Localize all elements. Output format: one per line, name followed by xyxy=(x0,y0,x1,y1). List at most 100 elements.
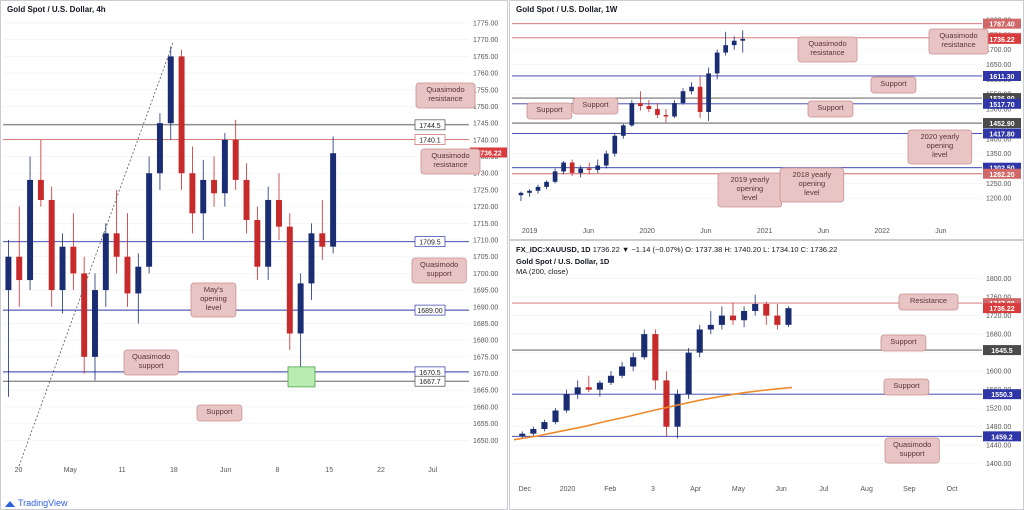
callout-1w-qm-res-1-text: resistance xyxy=(941,40,975,49)
callout-2020-opening xyxy=(907,129,973,165)
callout-support-text: Support xyxy=(206,407,233,416)
candle-body xyxy=(655,109,660,115)
candle-body xyxy=(740,38,746,41)
candle-body xyxy=(221,139,228,194)
last-price-label: 1736.22 xyxy=(989,37,1014,44)
tradingview-brand[interactable]: TradingView xyxy=(5,498,68,508)
y-tick-label: 1665.00 xyxy=(473,388,498,395)
callout-1w-support-4 xyxy=(572,97,619,115)
candle-body xyxy=(535,186,541,191)
x-tick-label: 22 xyxy=(377,467,385,474)
chart-1w-svg: 1800.001750.001700.001650.001600.001550.… xyxy=(512,17,1021,235)
y-tick-label: 1695.00 xyxy=(473,288,498,295)
candle-body xyxy=(254,219,261,267)
candle-body xyxy=(569,162,575,173)
x-tick-label: 8 xyxy=(275,467,279,474)
x-tick-label: 15 xyxy=(325,467,333,474)
candle-body xyxy=(243,179,250,220)
level-tag xyxy=(983,118,1021,129)
chart-title-4h: Gold Spot / U.S. Dollar, 4h xyxy=(7,5,106,14)
level-tag xyxy=(983,168,1021,179)
ma-200-line xyxy=(513,386,793,441)
y-tick-label: 1705.00 xyxy=(473,254,498,261)
candle-body xyxy=(607,375,615,383)
level-tag-label: 1517.70 xyxy=(989,102,1014,109)
candle-body xyxy=(603,153,609,166)
y-tick-label: 1800.00 xyxy=(986,276,1011,283)
candle-body xyxy=(330,153,337,247)
y-tick-label: 1760.00 xyxy=(473,71,498,78)
y-tick-label: 1720.00 xyxy=(473,204,498,211)
y-tick-label: 1400.00 xyxy=(986,136,1011,143)
x-tick-label: May xyxy=(64,467,78,474)
chart-title-1d: Gold Spot / U.S. Dollar, 1D xyxy=(516,257,610,266)
candle-body xyxy=(596,382,603,390)
candle-body xyxy=(37,179,44,200)
candle-body xyxy=(189,173,196,214)
candle-body xyxy=(629,103,635,126)
level-tag xyxy=(414,134,446,145)
callout-quasimodo-support-1 xyxy=(411,257,467,284)
candle-body xyxy=(544,181,549,187)
candle-body xyxy=(81,273,88,357)
candle-body xyxy=(706,73,711,113)
level-tag-label: 1452.90 xyxy=(989,121,1014,128)
level-tag xyxy=(414,236,446,248)
chart-title-1w: Gold Spot / U.S. Dollar, 1W xyxy=(516,5,618,14)
y-tick-label: 1200.00 xyxy=(986,196,1011,203)
x-tick-label: Feb xyxy=(604,486,616,493)
candle-body xyxy=(563,394,570,411)
x-tick-label: 11 xyxy=(118,467,125,474)
x-tick-label: Oct xyxy=(947,486,958,493)
candle-body xyxy=(561,162,566,172)
last-price-tag xyxy=(983,33,1021,44)
callout-quasimodo-support-2 xyxy=(123,349,179,376)
y-tick-label: 1660.00 xyxy=(473,404,498,411)
callout-1d-qm-support-text: support xyxy=(900,449,926,458)
candle-body xyxy=(663,114,669,117)
y-tick-label: 1770.00 xyxy=(473,37,498,44)
level-tag-label: 1282.20 xyxy=(989,172,1014,179)
x-tick-label: 2020 xyxy=(639,228,655,235)
callout-quasimodo-support-1-text: support xyxy=(427,269,453,278)
callout-1w-support-3-text: Support xyxy=(536,105,563,114)
candle-body xyxy=(527,190,532,193)
candle-body xyxy=(232,139,239,180)
y-tick-label: 1690.00 xyxy=(473,304,498,311)
candle-body xyxy=(200,179,207,214)
candle-body xyxy=(685,352,692,395)
x-tick-label: Jun xyxy=(935,228,946,235)
candle-body xyxy=(156,123,163,174)
candle-body xyxy=(612,135,618,154)
x-tick-label: 20 xyxy=(15,467,23,474)
candle-body xyxy=(646,106,652,110)
callout-quasimodo-resistance-2 xyxy=(420,148,481,175)
y-tick-label: 1670.00 xyxy=(473,371,498,378)
y-tick-label: 1715.00 xyxy=(473,221,498,228)
candle-body xyxy=(672,103,677,117)
last-price-label: 1736.22 xyxy=(476,150,501,157)
callout-1w-qm-res-1 xyxy=(928,28,989,55)
candle-body xyxy=(707,324,714,330)
callout-1w-qm-res-2-text: Quasimodo xyxy=(808,39,846,48)
last-price-label: 1736.22 xyxy=(989,306,1014,313)
callout-quasimodo-resistance-2-text: resistance xyxy=(433,160,467,169)
chart-4h-svg: 1775.00 1770.00 1765.00 1760.00 1755.00 1750.… xyxy=(3,21,507,474)
callout-1d-qm-support-text: Quasimodo xyxy=(893,440,931,449)
candle-body xyxy=(276,199,282,227)
candle-body xyxy=(680,91,686,104)
candle-body xyxy=(586,168,592,170)
callout-2018-opening-text: opening xyxy=(798,179,825,188)
candle-body xyxy=(741,310,748,321)
callout-quasimodo-resistance-2-text: Quasimodo xyxy=(431,151,469,160)
candle-body xyxy=(113,233,120,257)
y-tick-label: 1700.00 xyxy=(986,47,1011,54)
y-tick-label: 1755.00 xyxy=(473,87,498,94)
candle-body xyxy=(124,256,131,294)
callout-mays-opening xyxy=(190,282,237,318)
level-tag xyxy=(983,345,1021,356)
y-tick-label: 1750.00 xyxy=(473,104,498,111)
y-tick-label: 1710.00 xyxy=(473,238,498,245)
candle-body xyxy=(630,357,637,367)
callout-2018-opening-text: level xyxy=(804,188,820,197)
